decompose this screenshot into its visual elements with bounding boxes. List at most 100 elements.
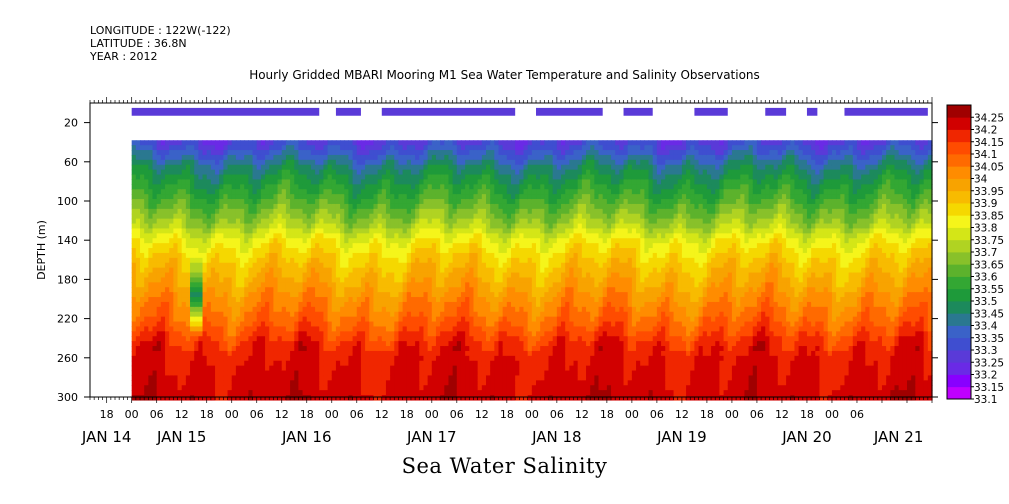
salinity-cell (410, 154, 416, 161)
salinity-cell (173, 184, 179, 190)
salinity-cell (156, 243, 162, 249)
salinity-cell (419, 370, 425, 377)
salinity-cell (319, 252, 325, 259)
salinity-cell (135, 311, 141, 318)
salinity-cell (244, 199, 249, 205)
salinity-cell (223, 208, 229, 215)
salinity-cell (398, 169, 404, 176)
salinity-cell (210, 154, 216, 161)
salinity-cell (440, 252, 445, 259)
salinity-cell (227, 140, 233, 146)
salinity-cell (398, 395, 404, 401)
salinity-cell (377, 301, 383, 308)
salinity-cell (131, 365, 137, 372)
salinity-cell (152, 184, 158, 190)
salinity-cell (356, 267, 362, 274)
salinity-cell (252, 287, 258, 293)
salinity-cell (256, 355, 262, 362)
salinity-cell (444, 277, 450, 283)
salinity-cell (285, 213, 291, 220)
salinity-cell (494, 346, 500, 352)
salinity-cell (340, 238, 345, 244)
salinity-cell (348, 395, 354, 401)
salinity-cell (285, 326, 291, 332)
salinity-cell (498, 390, 504, 396)
salinity-cell (519, 194, 525, 200)
salinity-cell (156, 150, 162, 156)
salinity-cell (169, 169, 174, 176)
salinity-cell (173, 321, 179, 328)
salinity-cell (440, 360, 445, 367)
salinity-cell (265, 321, 270, 328)
salinity-cell (190, 262, 195, 269)
salinity-cell (481, 316, 487, 323)
salinity-cell (190, 331, 195, 337)
salinity-cell (281, 233, 287, 239)
salinity-cell (294, 272, 300, 279)
salinity-cell (377, 233, 383, 239)
salinity-cell (377, 248, 383, 254)
salinity-cell (369, 277, 375, 283)
salinity-cell (202, 297, 208, 303)
salinity-cell (294, 380, 300, 386)
salinity-cell (410, 203, 416, 210)
salinity-cell (348, 365, 354, 372)
salinity-cell (485, 159, 491, 166)
salinity-cell (402, 355, 408, 362)
salinity-cell (160, 203, 166, 210)
salinity-cell (327, 169, 333, 176)
salinity-cell (310, 243, 316, 249)
salinity-cell (223, 385, 229, 391)
salinity-cell (277, 238, 283, 244)
salinity-cell (456, 341, 462, 347)
salinity-cell (202, 189, 208, 195)
salinity-cell (485, 390, 491, 396)
salinity-cell (235, 262, 241, 269)
salinity-cell (394, 252, 400, 259)
salinity-cell (181, 321, 187, 328)
salinity-cell (340, 154, 345, 161)
salinity-cell (494, 277, 500, 283)
salinity-cell (402, 311, 408, 318)
salinity-cell (298, 252, 304, 259)
salinity-cell (248, 326, 254, 332)
salinity-cell (190, 248, 195, 254)
salinity-cell (410, 218, 416, 225)
salinity-cell (227, 272, 233, 279)
salinity-cell (444, 154, 450, 161)
salinity-cell (252, 223, 258, 230)
salinity-cell (252, 189, 258, 195)
salinity-cell (440, 218, 445, 225)
salinity-cell (235, 213, 241, 220)
salinity-cell (385, 350, 391, 357)
salinity-cell (327, 365, 333, 372)
salinity-cell (198, 287, 204, 293)
salinity-cell (448, 218, 454, 225)
salinity-cell (290, 208, 295, 215)
salinity-cell (356, 154, 362, 161)
salinity-cell (348, 316, 354, 323)
salinity-cell (419, 321, 425, 328)
salinity-cell (444, 189, 450, 195)
salinity-cell (298, 213, 304, 220)
salinity-cell (423, 233, 429, 239)
salinity-cell (156, 277, 162, 283)
salinity-cell (306, 336, 312, 342)
salinity-cell (160, 272, 166, 279)
salinity-cell (240, 154, 245, 161)
salinity-cell (419, 390, 425, 396)
salinity-cell (231, 252, 237, 259)
salinity-cell (165, 365, 170, 372)
salinity-cell (477, 297, 483, 303)
salinity-cell (406, 208, 412, 215)
salinity-cell (277, 301, 283, 308)
salinity-cell (265, 262, 270, 269)
salinity-cell (144, 189, 149, 195)
salinity-cell (135, 326, 141, 332)
salinity-cell (398, 277, 404, 283)
salinity-cell (377, 169, 383, 176)
salinity-cell (285, 243, 291, 249)
salinity-cell (177, 179, 183, 185)
salinity-cell (165, 287, 170, 293)
salinity-cell (511, 375, 516, 381)
